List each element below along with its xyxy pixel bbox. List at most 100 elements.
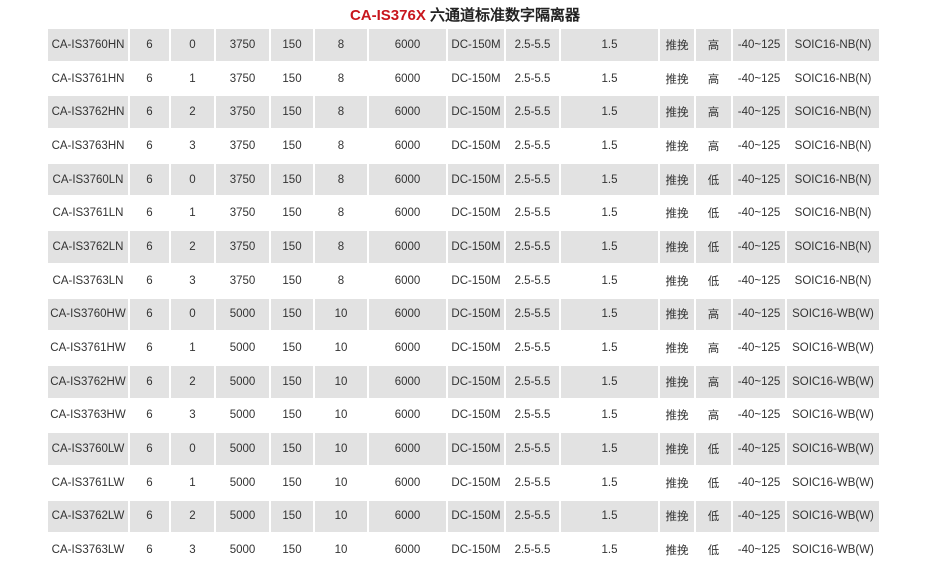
table-cell: -40~125 (737, 544, 781, 557)
table-row: CA-IS3762HW 6 2 5000 150 10 6000 DC-150M 2.5-5.5… (48, 365, 879, 398)
table-cell: 1.5 (601, 72, 618, 85)
table-cell: 8 (315, 231, 367, 263)
table-cell: 2.5-5.5 (506, 433, 559, 465)
title-model: CA-IS376X (349, 7, 426, 24)
table-cell: 8 (315, 163, 367, 196)
table-row: CA-IS3763HN 6 3 3750 150 8 6000 DC-150M 2.5-5.5 1… (48, 130, 879, 162)
table-cell: 1.5 (561, 500, 658, 533)
table-cell: 150 (282, 409, 302, 422)
table-cell: CA-IS3760HN (48, 29, 128, 61)
table-cell: 3 (189, 274, 196, 287)
table-cell: 6000 (394, 476, 421, 489)
table-cell: DC-150M (451, 476, 501, 489)
table-cell: -40~125 (733, 29, 785, 61)
table-cell: 2.5-5.5 (514, 544, 551, 557)
table-cell: 1.5 (601, 342, 618, 355)
table-row: CA-IS3761LN 6 1 3750 150 8 6000 DC-150M 2.5-5.5 1… (48, 197, 879, 229)
table-cell: -40~125 (737, 207, 781, 220)
table-cell: 2 (171, 96, 214, 129)
table-cell: 5000 (216, 500, 269, 533)
table-cell: CA-IS3762HN (48, 96, 128, 129)
table-cell: 2 (171, 231, 214, 263)
table-cell: 6 (146, 476, 153, 489)
table-cell: 150 (282, 476, 302, 489)
table-cell: 1.5 (601, 274, 618, 287)
table-cell: 高 (696, 365, 731, 398)
table-cell: 8 (315, 96, 367, 129)
table-cell: 推挽 (665, 73, 689, 86)
table-cell: 150 (282, 274, 302, 287)
table-cell: SOIC16-NB(N) (794, 139, 872, 152)
table-cell: 6000 (369, 231, 446, 263)
table-cell: DC-150M (448, 365, 504, 398)
table-cell: -40~125 (733, 500, 785, 533)
table-cell: 高 (707, 343, 720, 356)
table-cell: -40~125 (737, 72, 781, 85)
table-cell: 150 (282, 207, 302, 220)
table-cell: 6000 (369, 433, 446, 465)
table-cell: DC-150M (448, 433, 504, 465)
table-cell: 6 (146, 274, 153, 287)
table-cell: 6000 (369, 29, 446, 61)
table-cell: 8 (337, 207, 345, 220)
table-cell: 150 (271, 500, 313, 533)
table-cell: DC-150M (451, 342, 501, 355)
table-cell: 6 (130, 365, 169, 398)
table-cell: 推挽 (660, 231, 694, 263)
table-cell: 2.5-5.5 (514, 72, 551, 85)
table-cell: 150 (282, 72, 302, 85)
table-cell: 5000 (229, 544, 256, 557)
table-cell: 2.5-5.5 (514, 476, 551, 489)
table-cell: 8 (337, 72, 345, 85)
table-cell: CA-IS3761LN (52, 207, 124, 220)
table-cell: 3750 (229, 72, 256, 85)
table-cell: 低 (707, 275, 720, 288)
table-cell: 6 (130, 29, 169, 61)
table-cell: DC-150M (448, 298, 504, 331)
table-cell: CA-IS3762HW (48, 365, 128, 398)
table-cell: 推挽 (660, 500, 694, 533)
table-cell: 2.5-5.5 (514, 139, 551, 152)
table-cell: DC-150M (451, 139, 501, 152)
table-cell: 推挽 (665, 410, 689, 423)
table-cell: 8 (337, 139, 345, 152)
table-cell: DC-150M (451, 409, 501, 422)
table-cell: 10 (315, 365, 367, 398)
table-row: CA-IS3763LW 6 3 5000 150 10 6000 DC-150M 2.5-5.5… (48, 534, 879, 566)
table-cell: 推挽 (660, 365, 694, 398)
table-cell: 1 (189, 476, 196, 489)
table-cell: 6 (146, 72, 153, 85)
table-cell: CA-IS3763HW (50, 409, 126, 422)
table-cell: CA-IS3762LW (48, 500, 128, 533)
table-cell: 1.5 (601, 544, 618, 557)
table-cell: DC-150M (451, 544, 501, 557)
table-cell: SOIC16-NB(N) (787, 96, 879, 129)
table-row: CA-IS3762LN 6 2 3750 150 8 6000 DC-150M 2.5-5.5 1… (48, 231, 879, 263)
table-cell: 1 (189, 72, 196, 85)
table-cell: SOIC16-NB(N) (787, 163, 879, 196)
table-cell: -40~125 (733, 96, 785, 129)
table-row: CA-IS3762LW 6 2 5000 150 10 6000 DC-150M 2.5-5.5… (48, 500, 879, 533)
table-cell: 150 (282, 139, 302, 152)
table-cell: 3 (189, 409, 196, 422)
table-cell: 2.5-5.5 (506, 365, 559, 398)
table-cell: 6 (146, 207, 153, 220)
table-cell: DC-150M (448, 96, 504, 129)
table-cell: CA-IS3760LN (48, 163, 128, 196)
table-cell: 低 (707, 208, 720, 221)
table-cell: 6 (146, 409, 153, 422)
table-cell: 8 (337, 274, 345, 287)
table-cell: SOIC16-NB(N) (794, 72, 872, 85)
table-cell: 0 (171, 163, 214, 196)
table-row: CA-IS3761HN 6 1 3750 150 8 6000 DC-150M 2.5-5.5 1… (48, 63, 879, 95)
table-cell: CA-IS3763LN (52, 274, 124, 287)
table-cell: 1 (189, 342, 196, 355)
table-cell: SOIC16-WB(W) (792, 476, 874, 489)
table-cell: 2.5-5.5 (506, 163, 559, 196)
table-cell: 6 (130, 96, 169, 129)
table-cell: -40~125 (733, 298, 785, 331)
table-row: CA-IS3763HW 6 3 5000 150 10 6000 DC-150M 2.5-5.5… (48, 400, 879, 432)
table-cell: 1.5 (601, 207, 618, 220)
table-cell: DC-150M (448, 500, 504, 533)
table-cell: 3750 (216, 163, 269, 196)
